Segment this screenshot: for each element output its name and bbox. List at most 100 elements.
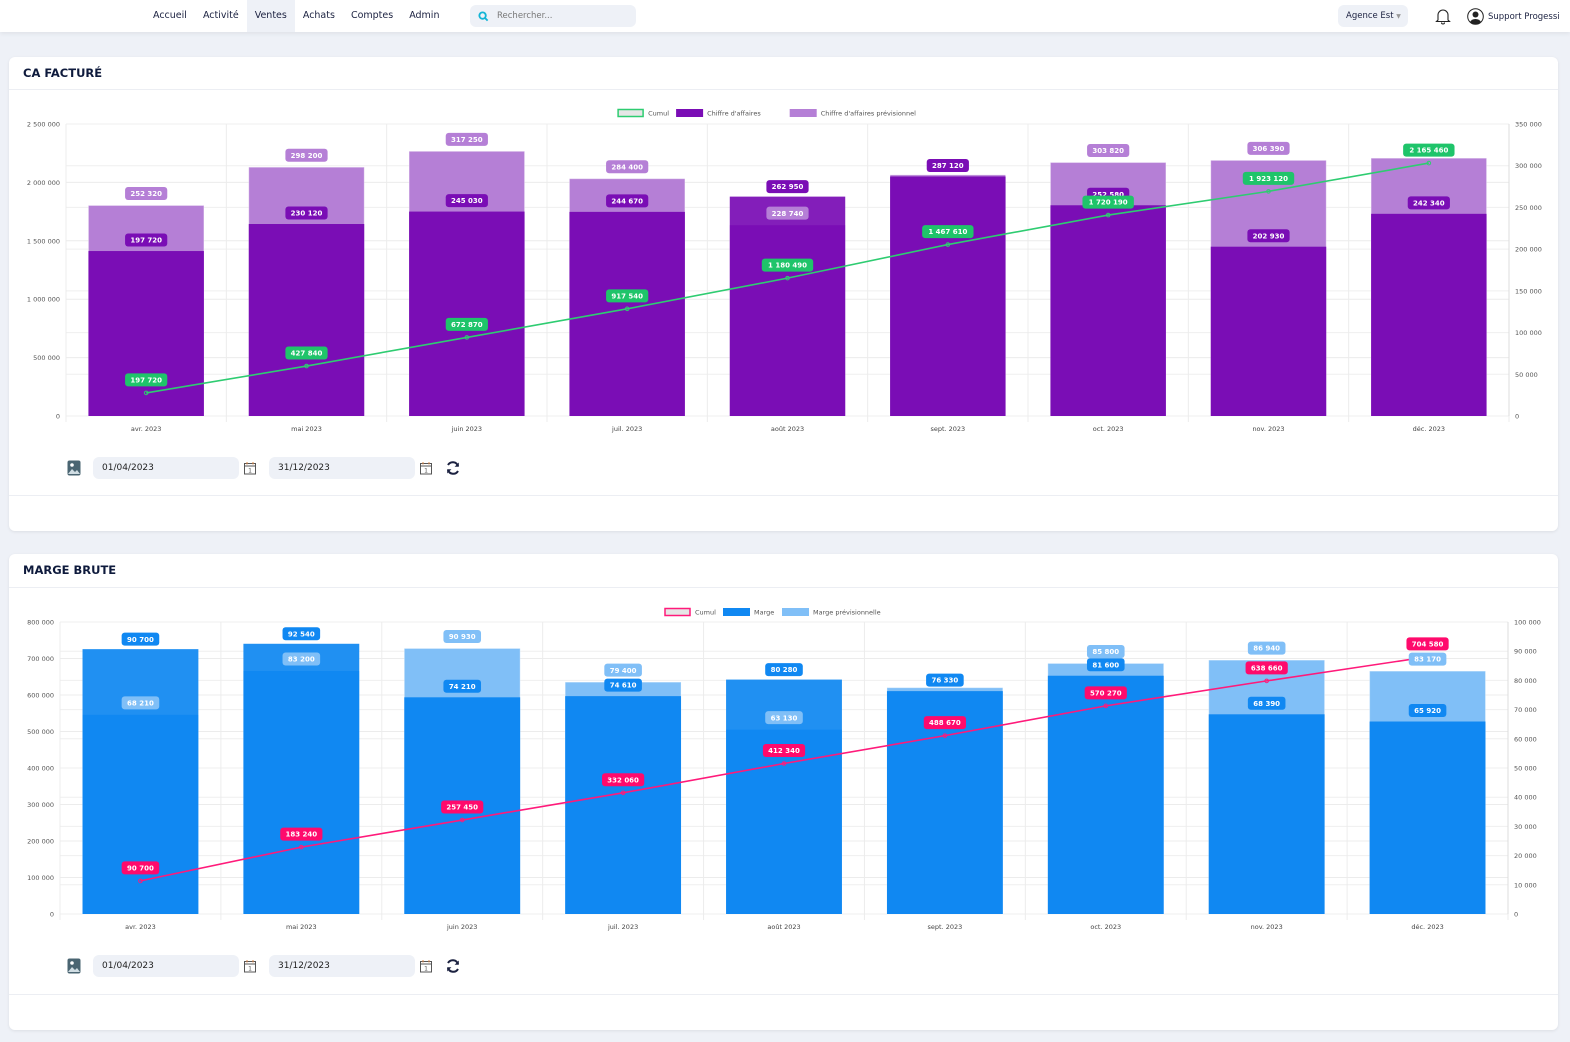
- bar-actual: [565, 696, 682, 914]
- chart-controls: 01/04/2023 1 31/12/2023 1: [67, 955, 461, 977]
- bar-actual: [1208, 714, 1325, 914]
- x-axis-tick: oct. 2023: [1093, 425, 1124, 433]
- refresh-icon[interactable]: [445, 958, 461, 974]
- actual-label: 74 610: [610, 682, 637, 690]
- cumul-point: [464, 335, 470, 340]
- actual-label: 262 950: [772, 183, 804, 191]
- actual-label-bg: [125, 233, 168, 247]
- legend-swatch: [676, 109, 704, 117]
- forecast-label: 317 250: [451, 136, 483, 144]
- nav-comptes[interactable]: Comptes: [350, 10, 394, 21]
- cumul-point: [624, 306, 630, 312]
- cumul-label-bg: [761, 258, 814, 272]
- x-axis-tick: juil. 2023: [607, 923, 638, 931]
- export-image-icon[interactable]: [67, 460, 81, 476]
- cumul-label-bg: [923, 716, 966, 730]
- svg-text:1: 1: [248, 468, 252, 475]
- cumul-label-bg: [280, 827, 323, 841]
- nav-accueil[interactable]: Accueil: [153, 10, 187, 21]
- x-axis-tick: août 2023: [771, 425, 804, 433]
- left-axis-tick: 800 000: [27, 619, 54, 627]
- x-axis-tick: déc. 2023: [1413, 425, 1445, 433]
- cumul-label: 412 340: [768, 747, 800, 755]
- agency-label: Agence Est: [1346, 11, 1394, 21]
- calendar-icon[interactable]: 1: [419, 461, 433, 475]
- actual-label: 245 030: [451, 197, 483, 205]
- card-title: MARGE BRUTE: [23, 563, 117, 577]
- right-axis-tick: 30 000: [1514, 823, 1537, 831]
- cumul-label-bg: [125, 373, 168, 387]
- right-axis-tick: 0: [1514, 911, 1518, 919]
- right-axis-tick: 70 000: [1514, 706, 1537, 714]
- cumul-point: [143, 390, 149, 396]
- forecast-label-bg: [766, 206, 809, 220]
- legend-label: Chiffre d'affaires prévisionnel: [821, 110, 916, 118]
- forecast-label-bg: [443, 629, 482, 643]
- date-from-input[interactable]: 01/04/2023: [93, 955, 239, 977]
- legend-swatch: [782, 608, 809, 616]
- left-axis-tick: 2 500 000: [27, 121, 60, 129]
- actual-label: 202 930: [1253, 232, 1285, 240]
- search-input[interactable]: Rechercher...: [470, 5, 636, 27]
- nav-admin[interactable]: Admin: [409, 10, 440, 21]
- divider: [9, 994, 1558, 995]
- user-menu[interactable]: Support Progessi: [1467, 8, 1560, 25]
- forecast-label-bg: [282, 652, 321, 666]
- cumul-line: [146, 162, 1429, 394]
- date-to-input[interactable]: 31/12/2023: [269, 955, 415, 977]
- left-axis-tick: 300 000: [27, 801, 54, 809]
- actual-label: 80 280: [771, 666, 798, 674]
- cumul-point: [1105, 212, 1111, 218]
- date-from-input[interactable]: 01/04/2023: [93, 457, 239, 479]
- nav-ventes[interactable]: Ventes: [246, 0, 295, 32]
- chart-controls: 01/04/2023 1 31/12/2023 1: [67, 457, 461, 479]
- nav-activite[interactable]: Activité: [202, 10, 239, 21]
- cumul-point: [1264, 678, 1269, 684]
- cumul-point: [942, 733, 948, 738]
- forecast-label-bg: [1086, 644, 1125, 658]
- calendar-icon[interactable]: 1: [419, 959, 433, 973]
- agency-select[interactable]: Agence Est ▼: [1338, 5, 1408, 27]
- actual-label-bg: [282, 627, 321, 641]
- export-image-icon[interactable]: [67, 958, 81, 974]
- actual-label-bg: [445, 194, 488, 208]
- actual-label: 244 670: [611, 197, 643, 205]
- refresh-icon[interactable]: [445, 460, 461, 476]
- cumul-label: 488 670: [929, 719, 961, 727]
- cumul-label: 1 467 610: [928, 228, 967, 236]
- actual-label: 65 920: [1414, 707, 1441, 715]
- actual-label: 230 120: [291, 210, 323, 218]
- left-axis-tick: 1 500 000: [27, 237, 60, 245]
- cumul-point: [781, 761, 787, 766]
- right-axis-tick: 150 000: [1515, 287, 1542, 295]
- cumul-label: 427 840: [291, 350, 323, 358]
- date-to-input[interactable]: 31/12/2023: [269, 457, 415, 479]
- svg-text:1: 1: [424, 468, 428, 475]
- x-axis-tick: oct. 2023: [1090, 923, 1121, 931]
- nav-achats[interactable]: Achats: [302, 10, 335, 21]
- bar-actual: [890, 176, 1006, 416]
- cumul-label-bg: [1082, 195, 1134, 209]
- actual-label: 287 120: [932, 162, 964, 170]
- calendar-icon[interactable]: 1: [243, 461, 257, 475]
- cumul-point: [945, 242, 951, 247]
- main-nav: Accueil Activité Ventes Achats Comptes A…: [145, 0, 447, 32]
- forecast-label: 83 200: [288, 656, 315, 664]
- calendar-icon[interactable]: 1: [243, 959, 257, 973]
- bell-icon[interactable]: [1434, 7, 1452, 25]
- forecast-label: 85 800: [1092, 648, 1119, 656]
- cumul-line: [140, 656, 1428, 882]
- cumul-point: [1266, 189, 1271, 194]
- top-navbar: Accueil Activité Ventes Achats Comptes A…: [0, 0, 1570, 32]
- actual-label-bg: [1247, 696, 1286, 710]
- x-axis-tick: sept. 2023: [928, 923, 963, 931]
- left-axis-tick: 0: [50, 911, 54, 919]
- cumul-point: [1426, 160, 1432, 166]
- right-axis-tick: 300 000: [1515, 162, 1542, 170]
- left-axis-tick: 400 000: [27, 765, 54, 773]
- legend-label: Cumul: [695, 609, 716, 617]
- bar-actual: [1210, 246, 1327, 416]
- forecast-label: 90 930: [449, 633, 476, 641]
- cumul-label: 570 270: [1090, 689, 1122, 697]
- right-axis-tick: 50 000: [1514, 765, 1537, 773]
